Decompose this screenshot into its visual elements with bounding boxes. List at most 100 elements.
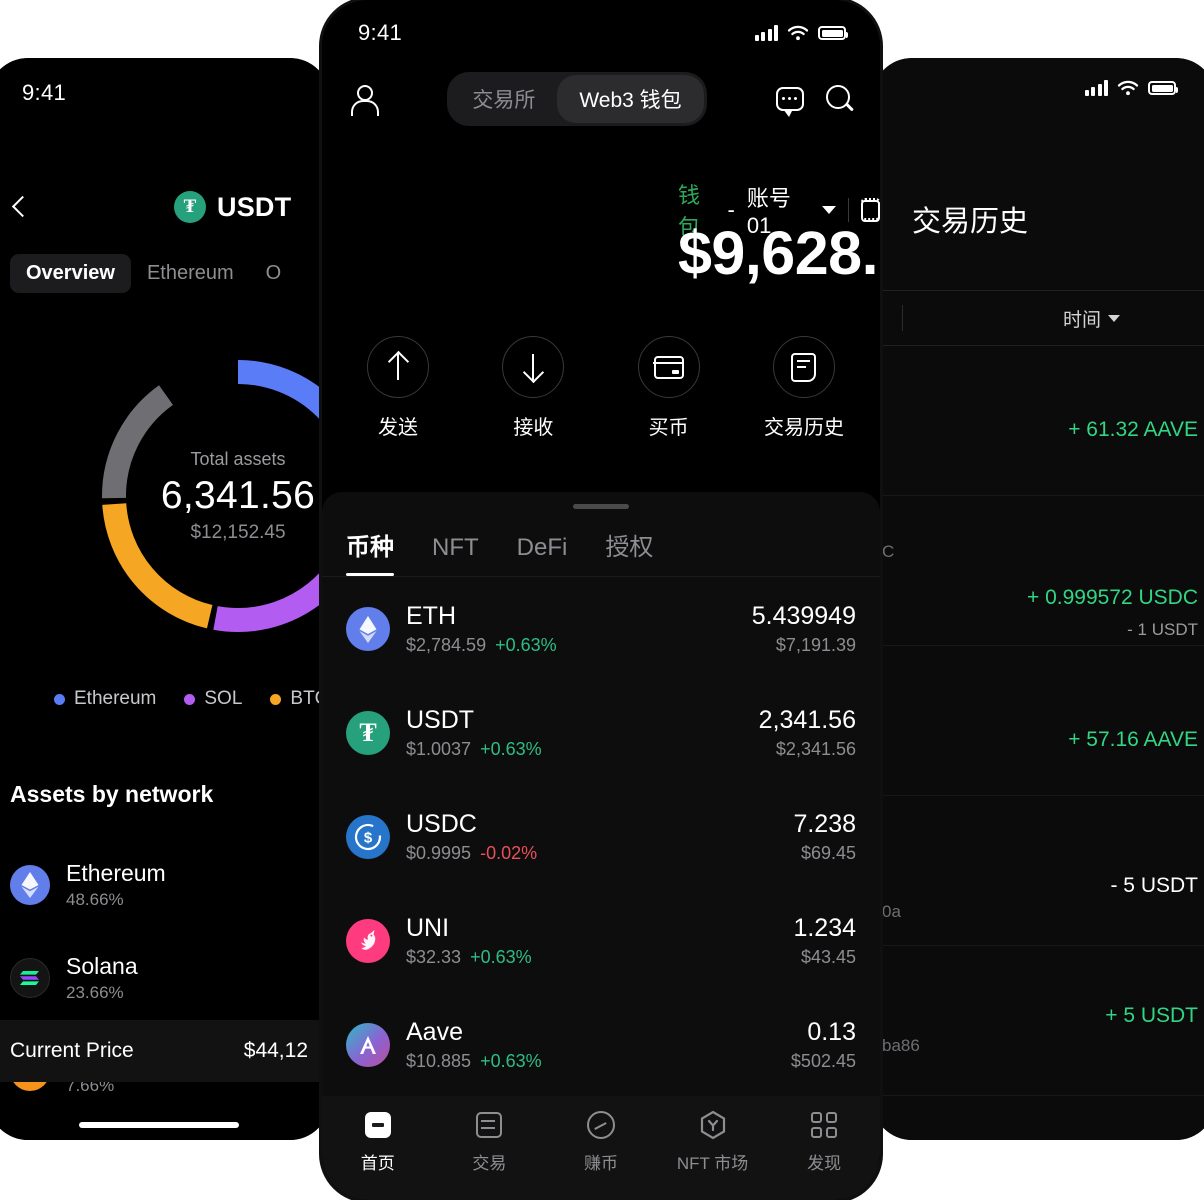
current-price-bar: Current Price $44,12 <box>0 1020 330 1082</box>
document-icon <box>772 336 835 398</box>
left-phone-screen: 9:41 ₮ USDT Overview Ethereum O <box>0 58 330 1140</box>
list-item[interactable]: Aave $10.885 +0.63% 0.13 $502.45 <box>346 993 856 1096</box>
action-label: 买币 <box>648 417 689 439</box>
transaction-address: ba86 <box>882 1036 920 1055</box>
current-price-label: Current Price <box>10 1039 134 1062</box>
filter-time[interactable]: 时间 <box>1063 305 1120 332</box>
list-item[interactable]: ETH $2,784.59 +0.63% 5.439949 $7,191.39 <box>346 577 856 681</box>
token-holdings: 2,341.56 $2,341.56 <box>759 706 856 760</box>
token-change: -0.02% <box>480 843 538 863</box>
sheet-grabber[interactable] <box>573 504 629 509</box>
filter-separator <box>902 305 903 331</box>
chevron-left-icon[interactable] <box>6 194 32 220</box>
token-price: $1.0037 <box>406 739 472 759</box>
transaction-address: 0a <box>882 902 901 921</box>
tab-ethereum[interactable]: Ethereum <box>146 262 234 284</box>
table-row[interactable]: + 61.32 AAVE <box>872 346 1204 496</box>
token-price: $0.9995 <box>406 843 472 863</box>
legend-dot-btc <box>270 693 282 705</box>
earn-icon <box>586 1110 616 1140</box>
tab-tokens[interactable]: 币种 <box>346 527 394 576</box>
list-item[interactable]: Ethereum 48.66% <box>10 838 330 931</box>
center-status-bar: 9:41 <box>358 20 848 46</box>
list-item[interactable]: UNI $32.33 +0.63% 1.234 $43.45 <box>346 889 856 993</box>
action-receive[interactable]: 接收 <box>485 336 581 440</box>
table-row[interactable]: + 5 USDT ba86 <box>872 946 1204 1096</box>
wifi-icon <box>787 25 809 41</box>
token-change: +0.63% <box>470 947 532 967</box>
account-selector[interactable]: 钱包 - 账号 01 <box>678 178 880 242</box>
chat-icon[interactable] <box>775 87 804 117</box>
token-price-row: $32.33 +0.63% <box>406 947 777 968</box>
tab-nft[interactable]: NFT <box>432 534 479 561</box>
table-row[interactable]: - 5 USDT 0a <box>872 796 1204 946</box>
discover-icon <box>809 1110 839 1140</box>
tab-overview[interactable]: Overview <box>10 254 131 293</box>
token-value: $43.45 <box>800 947 856 967</box>
unicorn-glyph <box>361 930 376 950</box>
chevron-down-icon[interactable] <box>822 206 837 214</box>
legend-label-sol: SOL <box>204 688 243 709</box>
wifi-icon <box>1117 80 1139 96</box>
home-indicator <box>79 1122 239 1128</box>
aave-icon <box>346 1023 390 1067</box>
page-title: ₮ USDT <box>174 191 291 223</box>
token-list: ETH $2,784.59 +0.63% 5.439949 $7,191.39 <box>322 577 880 1096</box>
table-row[interactable]: C + 0.999572 USDC - 1 USDT <box>872 496 1204 646</box>
nav-label: NFT 市场 <box>676 1154 749 1173</box>
network-text: Solana 23.66% <box>66 953 138 1003</box>
uniswap-icon <box>346 919 390 963</box>
action-send[interactable]: 发送 <box>350 336 446 440</box>
wallet-label: 钱包 <box>678 183 701 240</box>
page-title-text: USDT <box>217 191 292 222</box>
wallet-balance: $9,628.52 <box>678 219 880 287</box>
table-row[interactable]: + 57.16 AAVE <box>872 646 1204 796</box>
tab-approvals[interactable]: 授权 <box>605 534 654 561</box>
filter-time-label: 时间 <box>1062 309 1101 331</box>
nav-trade[interactable]: 交易 <box>434 1110 546 1174</box>
search-icon[interactable] <box>825 85 854 113</box>
legend-label-btc: BTC <box>290 688 329 709</box>
usdc-glyph: $ <box>354 823 382 851</box>
tether-icon: ₮ <box>174 191 206 223</box>
token-info: UNI $32.33 +0.63% <box>406 914 777 968</box>
legend-dot-ethereum <box>54 693 65 705</box>
nav-home[interactable]: 首页 <box>322 1110 434 1174</box>
list-item[interactable]: $ USDC $0.9995 -0.02% 7.238 $ <box>346 785 856 889</box>
transaction-address: C <box>882 542 895 561</box>
copy-icon[interactable] <box>861 198 880 222</box>
token-amount: 5.439949 <box>751 602 856 630</box>
transaction-amount: + 0.999572 USDC <box>1026 586 1198 609</box>
action-buy[interactable]: 买币 <box>621 336 717 440</box>
filter-bar: 时间 <box>872 290 1204 346</box>
aave-glyph <box>360 1036 376 1054</box>
nav-nft-market[interactable]: NFT 市场 <box>657 1110 769 1174</box>
nav-label: 赚币 <box>583 1154 618 1173</box>
tab-defi[interactable]: DeFi <box>516 534 568 561</box>
credit-card-icon <box>637 336 700 398</box>
list-item[interactable]: ₮ USDT $1.0037 +0.63% 2,341.56 $2,341.56 <box>346 681 856 785</box>
hexagon-glyph <box>700 1110 725 1140</box>
token-info: USDC $0.9995 -0.02% <box>406 810 777 864</box>
token-symbol: UNI <box>406 914 450 942</box>
swap-icon <box>474 1110 504 1140</box>
segment-web3-wallet[interactable]: Web3 钱包 <box>557 75 704 123</box>
system-icons <box>754 25 848 41</box>
segment-exchange[interactable]: 交易所 <box>472 89 536 112</box>
right-status-bar <box>892 80 1178 96</box>
tab-other[interactable]: O <box>265 262 282 284</box>
nav-discover[interactable]: 发现 <box>768 1110 880 1174</box>
token-amount: 2,341.56 <box>758 706 856 734</box>
nav-earn[interactable]: 赚币 <box>545 1110 657 1174</box>
action-history[interactable]: 交易历史 <box>756 336 852 440</box>
usdc-icon: $ <box>346 815 390 859</box>
token-price-row: $0.9995 -0.02% <box>406 843 777 864</box>
user-icon[interactable] <box>348 84 379 116</box>
list-item[interactable]: Solana 23.66% <box>10 931 330 1024</box>
right-phone-transaction-history: 交易历史 时间 + 61.32 AAVE C + 0.999572 USDC -… <box>872 58 1204 1140</box>
donut-slice-other <box>102 360 330 632</box>
battery-icon <box>818 26 848 40</box>
donut-slice-sol <box>102 360 330 632</box>
mode-segmented-control: 交易所 Web3 钱包 <box>447 72 707 126</box>
